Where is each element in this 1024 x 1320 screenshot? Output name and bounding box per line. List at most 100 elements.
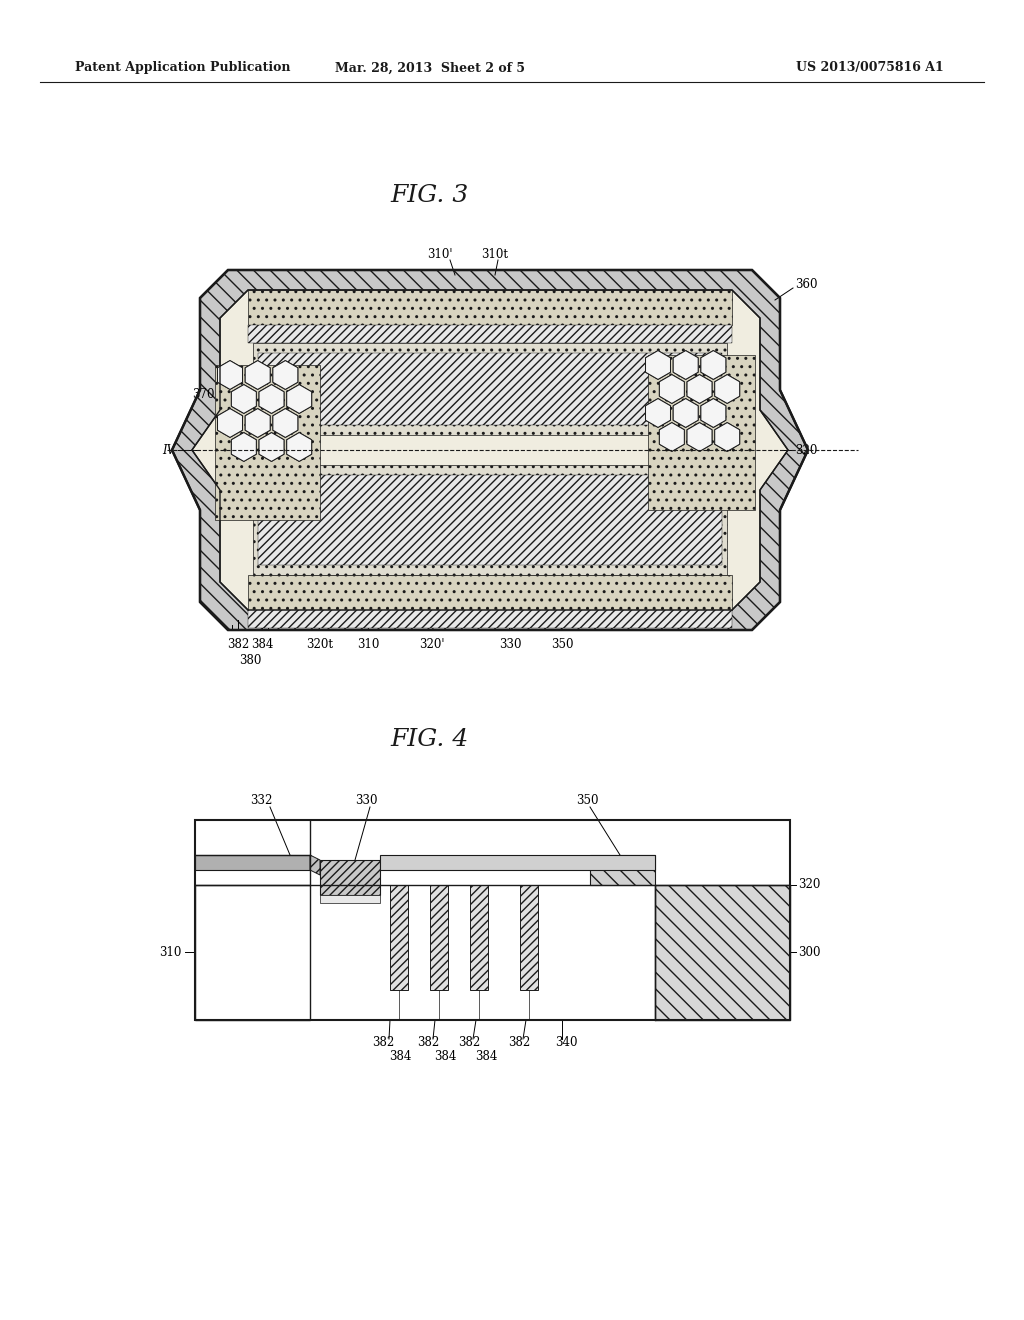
Polygon shape — [659, 375, 684, 404]
Polygon shape — [700, 351, 726, 379]
Text: Patent Application Publication: Patent Application Publication — [75, 62, 291, 74]
Polygon shape — [245, 360, 270, 389]
Text: 310': 310' — [427, 248, 453, 261]
Polygon shape — [687, 422, 712, 451]
Polygon shape — [259, 384, 284, 413]
Polygon shape — [700, 351, 726, 379]
Text: 320': 320' — [419, 639, 444, 652]
Text: 382: 382 — [227, 639, 249, 652]
Text: 382: 382 — [417, 1035, 439, 1048]
Bar — [258, 475, 722, 565]
Polygon shape — [245, 360, 270, 389]
Polygon shape — [217, 409, 243, 437]
Polygon shape — [287, 433, 311, 462]
Polygon shape — [700, 399, 726, 428]
Bar — [319, 895, 380, 903]
Bar — [590, 855, 655, 884]
Polygon shape — [673, 399, 698, 428]
Bar — [195, 884, 310, 1020]
Bar — [470, 884, 488, 990]
Text: 320: 320 — [795, 444, 817, 457]
Bar — [248, 290, 732, 325]
Text: 380: 380 — [239, 655, 261, 668]
Polygon shape — [310, 855, 319, 875]
Text: 384: 384 — [475, 1049, 498, 1063]
Polygon shape — [715, 375, 739, 404]
Polygon shape — [217, 360, 243, 389]
Text: 300: 300 — [798, 945, 820, 958]
Text: 320t: 320t — [306, 639, 334, 652]
Polygon shape — [231, 384, 256, 413]
Polygon shape — [700, 399, 726, 428]
Bar — [195, 855, 310, 870]
Bar — [390, 884, 408, 990]
Bar — [253, 465, 727, 576]
Polygon shape — [287, 433, 311, 462]
Text: 384: 384 — [389, 1049, 412, 1063]
Polygon shape — [715, 422, 739, 451]
Polygon shape — [231, 433, 256, 462]
Polygon shape — [272, 360, 298, 389]
Polygon shape — [715, 422, 739, 451]
Polygon shape — [231, 384, 256, 413]
Polygon shape — [272, 409, 298, 437]
Text: 332: 332 — [250, 793, 272, 807]
Polygon shape — [687, 422, 712, 451]
Polygon shape — [259, 433, 284, 462]
Bar — [380, 855, 655, 870]
Polygon shape — [715, 375, 739, 404]
Polygon shape — [259, 384, 284, 413]
Polygon shape — [245, 409, 270, 437]
Bar — [520, 884, 538, 990]
Polygon shape — [193, 290, 788, 610]
Polygon shape — [645, 351, 671, 379]
Text: 382: 382 — [372, 1035, 394, 1048]
Text: 384: 384 — [434, 1049, 456, 1063]
Bar — [248, 610, 732, 628]
Text: Mar. 28, 2013  Sheet 2 of 5: Mar. 28, 2013 Sheet 2 of 5 — [335, 62, 525, 74]
Polygon shape — [659, 375, 684, 404]
Polygon shape — [272, 409, 298, 437]
Polygon shape — [673, 351, 698, 379]
Text: 310: 310 — [160, 945, 182, 958]
Polygon shape — [659, 422, 684, 451]
Text: 310: 310 — [356, 639, 379, 652]
Polygon shape — [172, 271, 808, 630]
Bar — [430, 884, 449, 990]
Bar — [195, 820, 790, 1020]
Polygon shape — [245, 409, 270, 437]
Polygon shape — [673, 399, 698, 428]
Polygon shape — [215, 366, 319, 520]
Bar — [253, 343, 727, 436]
Polygon shape — [217, 409, 243, 437]
Polygon shape — [217, 360, 243, 389]
Bar — [248, 576, 732, 610]
Text: 330: 330 — [499, 639, 521, 652]
Bar — [195, 820, 790, 1020]
Text: IV': IV' — [305, 436, 322, 449]
Bar — [655, 884, 790, 1020]
Bar — [248, 325, 732, 343]
Text: FIG. 3: FIG. 3 — [391, 183, 469, 206]
Text: 350: 350 — [551, 639, 573, 652]
Polygon shape — [287, 384, 311, 413]
Text: US 2013/0075816 A1: US 2013/0075816 A1 — [796, 62, 944, 74]
Polygon shape — [259, 433, 284, 462]
Text: 350: 350 — [575, 793, 598, 807]
Polygon shape — [673, 351, 698, 379]
Polygon shape — [645, 399, 671, 428]
Text: 330: 330 — [355, 793, 378, 807]
Polygon shape — [645, 351, 671, 379]
Text: 370: 370 — [193, 388, 214, 401]
Text: 382: 382 — [508, 1035, 530, 1048]
Polygon shape — [687, 375, 712, 404]
Text: 360: 360 — [795, 279, 817, 292]
Text: IV: IV — [162, 444, 175, 457]
Polygon shape — [687, 375, 712, 404]
Text: 320: 320 — [798, 879, 820, 891]
Polygon shape — [648, 355, 755, 510]
Text: 340: 340 — [555, 1035, 578, 1048]
Text: FIG. 4: FIG. 4 — [391, 729, 469, 751]
Polygon shape — [272, 360, 298, 389]
Text: 382: 382 — [458, 1035, 480, 1048]
